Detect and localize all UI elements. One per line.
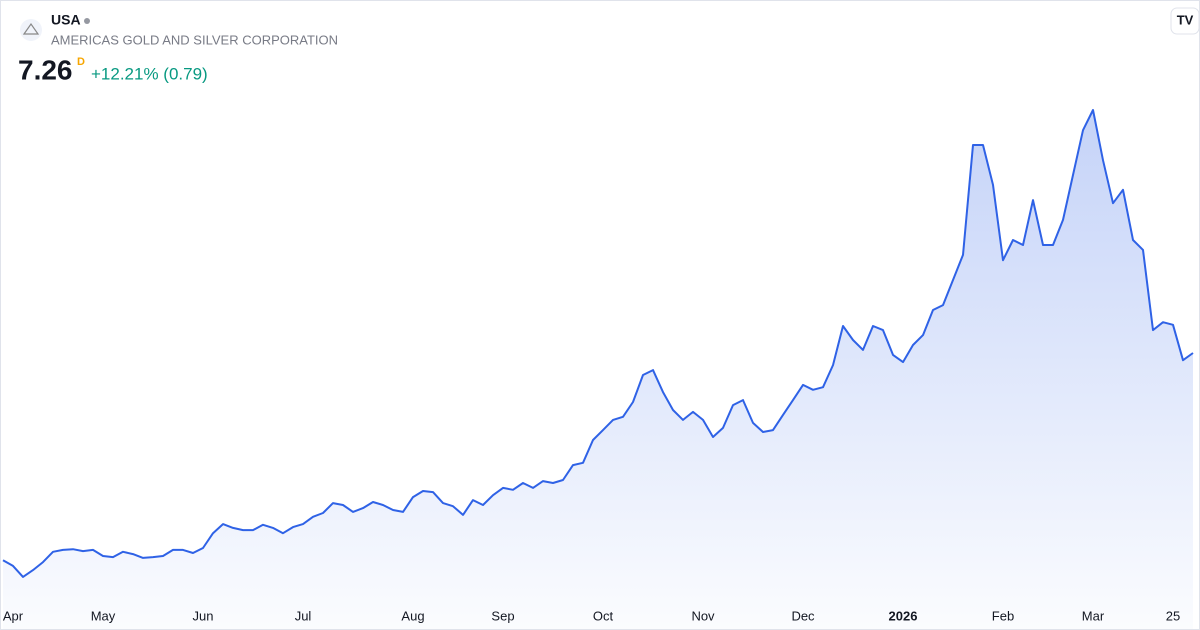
x-tick-label: 2026 [889, 608, 918, 623]
area [3, 110, 1193, 629]
x-tick-label: May [91, 608, 116, 623]
symbol: USA [51, 12, 81, 28]
company-name: AMERICAS GOLD AND SILVER CORPORATION [51, 32, 338, 47]
change: +12.21% (0.79) [91, 64, 208, 83]
tv-logo-mark: TV [1177, 12, 1194, 27]
status-dot [84, 18, 90, 24]
tv-logo[interactable] [1170, 7, 1200, 35]
x-tick-label: Sep [491, 608, 514, 623]
interval: D [77, 56, 85, 68]
logo-icon [22, 22, 40, 35]
x-tick-label: Nov [691, 608, 715, 623]
x-tick-label: Jun [193, 608, 214, 623]
line [2, 109, 1194, 578]
x-tick-label: 25 [1166, 608, 1180, 623]
x-tick-label: Aug [401, 608, 424, 623]
x-tick-label: Jul [295, 608, 312, 623]
x-tick-label: Apr [3, 608, 24, 623]
x-tick-label: Mar [1082, 608, 1105, 623]
logo [20, 19, 42, 41]
price: 7.26 [18, 54, 73, 85]
x-tick-label: Feb [992, 608, 1014, 623]
x-tick-label: Dec [791, 608, 815, 623]
x-tick-label: Oct [593, 608, 614, 623]
